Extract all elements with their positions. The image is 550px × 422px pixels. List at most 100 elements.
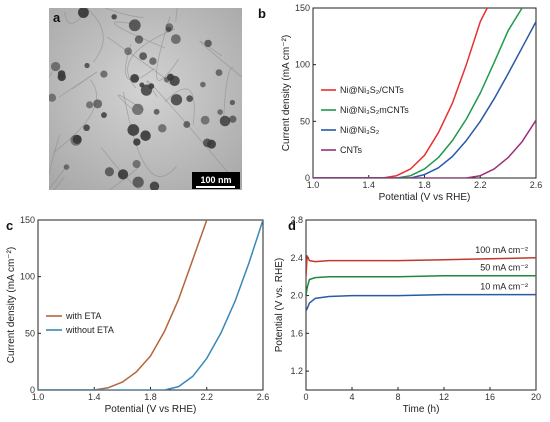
- nanoparticle: [100, 112, 107, 118]
- series-line-3: [313, 21, 536, 178]
- nanoparticle: [132, 103, 144, 116]
- nanoparticle: [204, 39, 212, 48]
- nanoparticle: [86, 101, 94, 109]
- panel-label-d: d: [288, 218, 296, 233]
- nanoparticle: [83, 124, 90, 132]
- nanoparticle: [158, 124, 167, 133]
- nanotube-strand: [127, 28, 176, 89]
- nanoparticle: [215, 69, 223, 76]
- y-tick-label: 50: [300, 116, 310, 126]
- nanoparticle: [229, 99, 236, 106]
- y-tick-label: 100: [295, 60, 310, 70]
- y-tick-label: 150: [295, 3, 310, 13]
- scale-bar-box: [192, 172, 240, 189]
- x-tick-label: 20: [531, 392, 541, 402]
- nanoparticle: [217, 109, 223, 115]
- y-tick-label: 50: [25, 328, 35, 338]
- x-tick-label: 16: [485, 392, 495, 402]
- series-annotation: 50 mA cm⁻²: [480, 263, 528, 273]
- nanoparticle: [149, 57, 157, 65]
- x-tick-label: 2.2: [474, 180, 487, 190]
- y-axis-label: Current density (mA cm⁻²): [6, 247, 17, 363]
- nanoparticle: [57, 70, 66, 78]
- nanoparticle: [229, 115, 237, 123]
- x-axis-label: Potential (V vs RHE): [379, 192, 471, 203]
- nanoparticle: [153, 108, 160, 115]
- x-tick-label: 2.6: [530, 180, 543, 190]
- series-line-3: [306, 293, 536, 312]
- legend-label: Ni@Ni₃S₂/CNTs: [340, 85, 404, 95]
- series-line-2: [38, 220, 263, 390]
- panel-c: c 1.0 1.4 1.8 2.2 2.6 0 50 100 150 Potential (V vs…: [6, 215, 269, 415]
- nanoparticle: [186, 95, 194, 102]
- series-line-1: [313, 8, 488, 178]
- series-line-2: [306, 274, 536, 296]
- nanotube-strand: [100, 147, 141, 190]
- nanoparticle: [63, 164, 70, 170]
- legend-label: CNTs: [340, 145, 362, 155]
- y-tick-label: 2.8: [290, 215, 303, 225]
- y-tick-label: 1.2: [290, 366, 303, 376]
- scale-bar-label: 100 nm: [200, 175, 231, 185]
- scale-bar: [196, 186, 235, 188]
- nanotube-strand: [199, 40, 242, 78]
- nanoparticle: [170, 34, 181, 44]
- y-tick-label: 100: [20, 272, 35, 282]
- x-tick-label: 1.8: [418, 180, 431, 190]
- x-axis-label: Potential (V vs RHE): [105, 404, 197, 415]
- nanoparticle: [49, 93, 57, 102]
- nanoparticle: [134, 35, 144, 44]
- panel-label-c: c: [6, 218, 13, 233]
- nanoparticle: [130, 73, 140, 83]
- nanotube-strand: [104, 8, 145, 18]
- x-tick-label: 4: [349, 392, 354, 402]
- y-axis-label: Potential (V vs. RHE): [274, 258, 285, 352]
- nanotube-strand: [52, 79, 97, 153]
- nanoparticle: [128, 19, 141, 32]
- nanotube-strand: [164, 88, 195, 125]
- y-tick-label: 150: [20, 215, 35, 225]
- nanoparticle: [166, 73, 175, 81]
- nanotube-strand: [114, 21, 166, 49]
- panel-b: b 1.0 1.4 1.8 2.2 2.6 0 50 100 150 Potential (V vs…: [258, 3, 542, 203]
- nanoparticle: [100, 70, 108, 78]
- panel-d: d 0 4 8 12 16 20 1.2 1.6 2.0 2.4 2.8 Time (h) Potenti…: [274, 215, 541, 415]
- legend-label: with ETA: [65, 311, 101, 321]
- x-tick-label: 1.4: [88, 392, 101, 402]
- nanotube-strand: [123, 92, 177, 177]
- x-tick-label: 12: [439, 392, 449, 402]
- nanoparticle: [117, 169, 129, 180]
- nanotube-strand: [59, 71, 98, 98]
- plot-frame: [305, 219, 537, 391]
- nanoparticle: [206, 139, 216, 149]
- nanoparticle: [140, 84, 153, 96]
- series-lines: [313, 8, 536, 178]
- y-tick-label: 0: [305, 173, 310, 183]
- nanotube-strand: [175, 8, 178, 22]
- series-line-4: [313, 119, 536, 178]
- x-axis-label: Time (h): [403, 404, 440, 415]
- series-annotation: 10 mA cm⁻²: [480, 282, 528, 292]
- nanoparticle: [132, 160, 141, 169]
- nanoparticle: [84, 62, 90, 69]
- legend-label: Ni@Ni₃S₂mCNTs: [340, 105, 409, 115]
- nanoparticle: [132, 176, 144, 188]
- series-line-2: [313, 8, 523, 178]
- x-tick-label: 2.6: [257, 392, 270, 402]
- plot-frame: [37, 219, 264, 391]
- nanoparticle: [93, 99, 103, 109]
- tem-image: [49, 8, 242, 190]
- y-tick-label: 2.0: [290, 291, 303, 301]
- x-tick-label: 2.2: [200, 392, 213, 402]
- legend-label: without ETA: [65, 325, 114, 335]
- series-line-1: [306, 255, 536, 277]
- nanoparticle: [124, 47, 132, 56]
- panel-label-b: b: [258, 6, 266, 21]
- nanoparticle: [165, 26, 172, 33]
- panel-a: a 100 nm: [49, 8, 242, 190]
- series-lines: [306, 255, 536, 312]
- nanoparticle: [127, 124, 140, 136]
- tem-features: [49, 8, 242, 190]
- nanoparticle: [149, 181, 160, 190]
